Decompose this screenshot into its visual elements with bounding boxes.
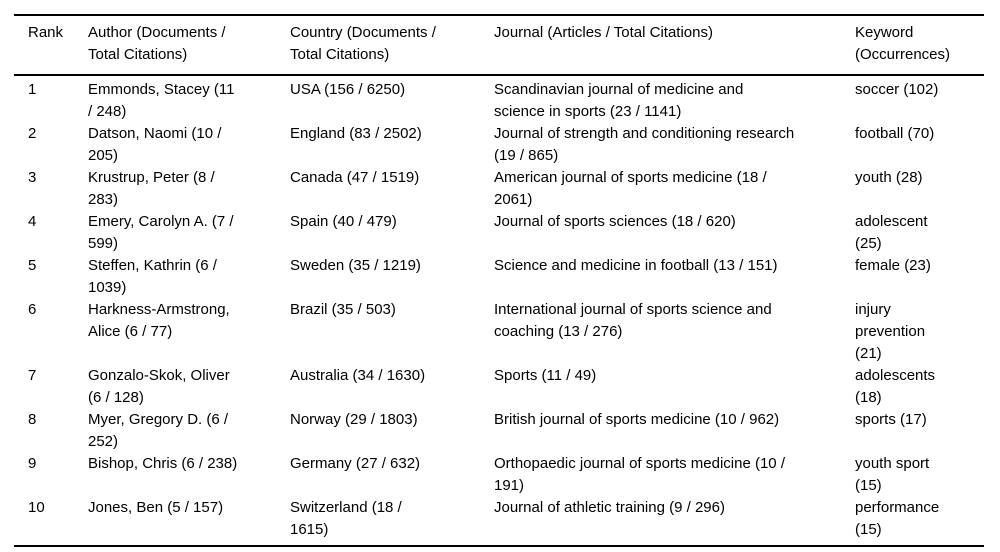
keyword-cell: adolescents (18) xyxy=(855,367,936,406)
keyword-cell: soccer (102) xyxy=(855,81,939,98)
keyword-cell: adolescent (25) xyxy=(855,213,928,252)
rank-cell: 8 xyxy=(28,411,37,428)
country-cell: England (83 / 2502) xyxy=(290,125,422,142)
country-cell: Switzerland (18 / 1615) xyxy=(290,499,402,538)
journal-cell: Journal of athletic training (9 / 296) xyxy=(494,499,725,516)
keyword-cell: football (70) xyxy=(855,125,935,142)
country-cell: Sweden (35 / 1219) xyxy=(290,257,421,274)
keyword-cell: youth sport (15) xyxy=(855,455,930,494)
column-header-country: Country (Documents / Total Citations) xyxy=(290,15,494,76)
ranking-table: Rank Author (Documents / Total Citations… xyxy=(14,14,984,547)
table-row: 9 Bishop, Chris (6 / 238) Germany (27 / … xyxy=(14,453,984,497)
author-cell: Bishop, Chris (6 / 238) xyxy=(88,455,238,472)
country-cell: Spain (40 / 479) xyxy=(290,213,397,230)
table-row: 6 Harkness-Armstrong, Alice (6 / 77) Bra… xyxy=(14,299,984,365)
author-cell: Emmonds, Stacey (11 / 248) xyxy=(88,81,235,120)
table-row: 3 Krustrup, Peter (8 / 283) Canada (47 /… xyxy=(14,167,984,211)
table-row: 2 Datson, Naomi (10 / 205) England (83 /… xyxy=(14,123,984,167)
journal-cell: Scandinavian journal of medicine and sci… xyxy=(494,81,744,120)
journal-cell: Sports (11 / 49) xyxy=(494,367,597,384)
country-cell: Canada (47 / 1519) xyxy=(290,169,420,186)
table-row: 8 Myer, Gregory D. (6 / 252) Norway (29 … xyxy=(14,409,984,453)
keyword-cell: performance (15) xyxy=(855,499,940,538)
ranking-table-container: Rank Author (Documents / Total Citations… xyxy=(14,14,984,547)
author-cell: Gonzalo-Skok, Oliver (6 / 128) xyxy=(88,367,230,406)
author-cell: Krustrup, Peter (8 / 283) xyxy=(88,169,215,208)
author-cell: Datson, Naomi (10 / 205) xyxy=(88,125,222,164)
journal-cell: International journal of sports science … xyxy=(494,301,772,340)
journal-cell: American journal of sports medicine (18 … xyxy=(494,169,767,208)
author-cell: Jones, Ben (5 / 157) xyxy=(88,499,224,516)
keyword-cell: sports (17) xyxy=(855,411,927,428)
table-row: 4 Emery, Carolyn A. (7 / 599) Spain (40 … xyxy=(14,211,984,255)
rank-cell: 9 xyxy=(28,455,37,472)
table-row: 5 Steffen, Kathrin (6 / 1039) Sweden (35… xyxy=(14,255,984,299)
column-header-rank: Rank xyxy=(14,15,88,76)
author-cell: Emery, Carolyn A. (7 / 599) xyxy=(88,213,234,252)
country-cell: Norway (29 / 1803) xyxy=(290,411,418,428)
country-cell: Germany (27 / 632) xyxy=(290,455,421,472)
header-row: Rank Author (Documents / Total Citations… xyxy=(14,15,984,76)
rank-cell: 10 xyxy=(28,499,45,516)
journal-cell: Science and medicine in football (13 / 1… xyxy=(494,257,778,274)
table-row: 7 Gonzalo-Skok, Oliver (6 / 128) Austral… xyxy=(14,365,984,409)
rank-cell: 2 xyxy=(28,125,37,142)
rank-cell: 4 xyxy=(28,213,37,230)
keyword-cell: youth (28) xyxy=(855,169,923,186)
author-cell: Steffen, Kathrin (6 / 1039) xyxy=(88,257,217,296)
rank-cell: 1 xyxy=(28,81,37,98)
author-cell: Myer, Gregory D. (6 / 252) xyxy=(88,411,229,450)
journal-cell: Orthopaedic journal of sports medicine (… xyxy=(494,455,785,494)
author-cell: Harkness-Armstrong, Alice (6 / 77) xyxy=(88,301,230,340)
country-cell: Australia (34 / 1630) xyxy=(290,367,426,384)
rank-cell: 6 xyxy=(28,301,37,318)
column-header-author: Author (Documents / Total Citations) xyxy=(88,15,290,76)
journal-cell: Journal of strength and conditioning res… xyxy=(494,125,795,164)
table-row: 10 Jones, Ben (5 / 157) Switzerland (18 … xyxy=(14,497,984,546)
country-cell: Brazil (35 / 503) xyxy=(290,301,396,318)
column-header-journal: Journal (Articles / Total Citations) xyxy=(494,15,855,76)
journal-cell: Journal of sports sciences (18 / 620) xyxy=(494,213,736,230)
table-row: 1 Emmonds, Stacey (11 / 248) USA (156 / … xyxy=(14,75,984,123)
rank-cell: 7 xyxy=(28,367,37,384)
keyword-cell: injury prevention (21) xyxy=(855,301,926,362)
column-header-keyword: Keyword (Occurrences) xyxy=(855,15,984,76)
keyword-cell: female (23) xyxy=(855,257,931,274)
rank-cell: 5 xyxy=(28,257,37,274)
journal-cell: British journal of sports medicine (10 /… xyxy=(494,411,780,428)
rank-cell: 3 xyxy=(28,169,37,186)
country-cell: USA (156 / 6250) xyxy=(290,81,406,98)
